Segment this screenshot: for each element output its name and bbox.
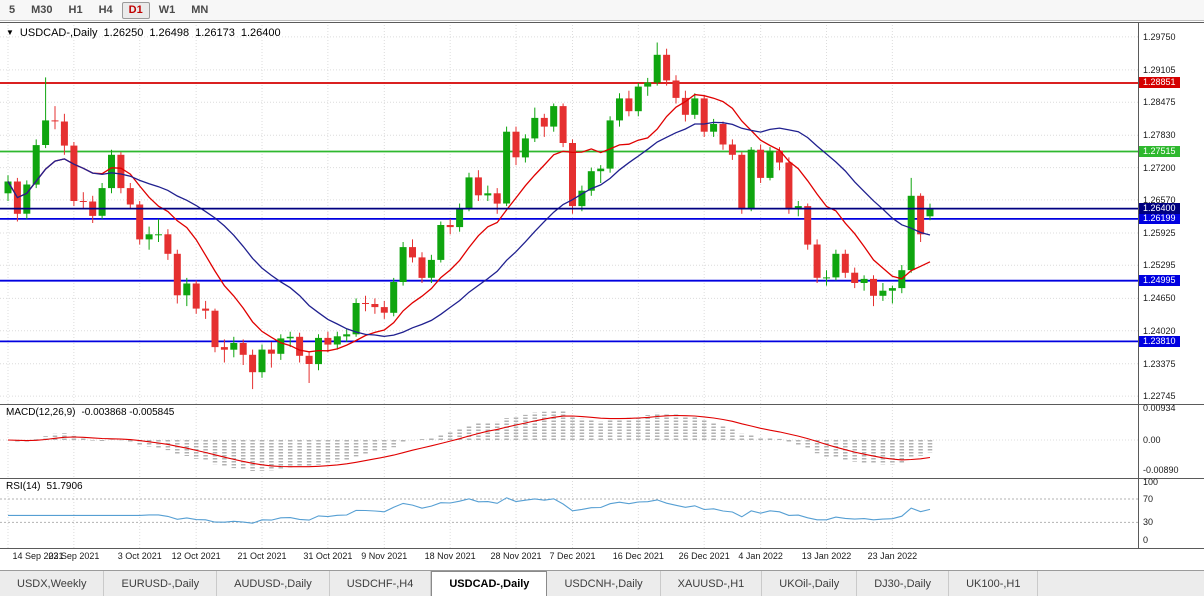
timeframe-button-h4[interactable]: H4: [98, 3, 113, 16]
tab-usdcnh-daily[interactable]: USDCNH-,Daily: [547, 571, 661, 596]
tab-dj30-daily[interactable]: DJ30-,Daily: [857, 571, 950, 596]
price-axis-label: 1.27200: [1143, 162, 1176, 173]
level-price-badge: 1.24995: [1139, 275, 1180, 287]
time-axis-label: 9 Nov 2021: [361, 551, 408, 561]
rsi-panel-canvas[interactable]: [0, 478, 1138, 548]
price-axis-label: 1.29105: [1143, 64, 1176, 75]
time-axis-label: 18 Nov 2021: [424, 551, 476, 561]
time-axis-label: 13 Jan 2022: [801, 551, 852, 561]
macd-separator[interactable]: [0, 404, 1204, 405]
chart-top-border: [0, 22, 1204, 23]
ohlc-low: 1.26173: [195, 27, 235, 39]
rsi-axis-label: 70: [1143, 494, 1154, 505]
level-price-badge: 1.23810: [1139, 335, 1180, 347]
rsi-axis-label: 100: [1143, 476, 1159, 487]
tab-ukoil-daily[interactable]: UKOil-,Daily: [762, 571, 858, 596]
macd-axis-label: -0.00890: [1143, 465, 1179, 476]
ohlc-close: 1.26400: [240, 27, 281, 39]
chart-title: ▼ USDCAD-,Daily 1.26250 1.26498 1.26173 1.264…: [6, 27, 287, 39]
tab-usdcad-daily[interactable]: USDCAD-,Daily: [431, 571, 548, 596]
price-axis-label: 1.24650: [1143, 293, 1176, 304]
time-axis-label: 23 Sep 2021: [48, 551, 100, 561]
price-axis-label: 1.24020: [1143, 325, 1176, 336]
tab-eurusd-daily[interactable]: EURUSD-,Daily: [104, 571, 218, 596]
price-axis-label: 1.22745: [1143, 391, 1176, 402]
ohlc-high: 1.26498: [149, 27, 190, 39]
price-axis-label: 1.29750: [1143, 31, 1176, 42]
time-axis-label: 3 Oct 2021: [117, 551, 162, 561]
time-axis-label: 14 Sep 2021: [12, 551, 64, 561]
rsi-separator[interactable]: [0, 478, 1204, 479]
time-axis-border: [0, 548, 1204, 549]
macd-panel-canvas[interactable]: [0, 404, 1138, 478]
ohlc-open: 1.26250: [103, 27, 144, 39]
tab-audusd-daily[interactable]: AUDUSD-,Daily: [217, 571, 330, 596]
bottom-tabbar: USDX,Weekly EURUSD-,Daily AUDUSD-,Daily USD…: [0, 570, 1204, 596]
time-axis-label: 31 Oct 2021: [303, 551, 353, 561]
time-axis-label: 7 Dec 2021: [549, 551, 596, 561]
level-price-badge: 1.28851: [1139, 77, 1180, 89]
price-axis-label: 1.28475: [1143, 97, 1176, 108]
timeframe-button-m30[interactable]: M30: [31, 3, 53, 16]
timeframe-button-5[interactable]: 5: [9, 3, 16, 16]
tab-usdx-weekly[interactable]: USDX,Weekly: [0, 571, 105, 596]
symbol-dropdown-icon[interactable]: ▼: [6, 28, 14, 37]
time-axis-label: 4 Jan 2022: [738, 551, 783, 561]
tab-xauusd-h1[interactable]: XAUUSD-,H1: [661, 571, 763, 596]
timeframe-button-h1[interactable]: H1: [68, 3, 83, 16]
price-axis-label: 1.25925: [1143, 227, 1176, 238]
price-axis-label: 1.25295: [1143, 260, 1176, 271]
macd-label: MACD(12,26,9) -0.003868 -0.005845: [6, 407, 175, 418]
timeframe-button-d1[interactable]: D1: [121, 1, 150, 19]
rsi-axis-label: 30: [1143, 517, 1154, 528]
rsi-axis-label: 0: [1143, 535, 1149, 545]
price-axis-label: 1.23375: [1143, 358, 1176, 369]
price-axis-label: 1.26570: [1143, 194, 1176, 205]
timeframe-button-mn[interactable]: MN: [191, 3, 209, 16]
macd-axis-label: 0.00934: [1143, 403, 1176, 414]
time-axis-label: 21 Oct 2021: [237, 551, 287, 561]
macd-axis-label: 0.00: [1143, 435, 1161, 445]
time-axis-label: 12 Oct 2021: [171, 551, 221, 561]
current-price-badge: 1.26400: [1139, 203, 1180, 215]
chart-symbol-label: USDCAD-,Daily: [19, 27, 98, 39]
timeframe-toolbar: 5 M30 H1 H4 D1 W1 MN: [0, 0, 1204, 21]
tab-usdchf-h4[interactable]: USDCHF-,H4: [330, 571, 432, 596]
rsi-label: RSI(14) 51.7906: [6, 481, 83, 492]
time-axis-label: 26 Dec 2021: [678, 551, 730, 561]
price-axis-label: 1.27830: [1143, 130, 1176, 141]
tab-uk100-h1[interactable]: UK100-,H1: [949, 571, 1039, 596]
time-axis-label: 28 Nov 2021: [490, 551, 542, 561]
price-axis-border: [1138, 22, 1139, 548]
main-chart-canvas[interactable]: [0, 22, 1138, 404]
time-axis-label: 16 Dec 2021: [612, 551, 664, 561]
level-price-badge: 1.26199: [1139, 213, 1180, 225]
timeframe-button-w1[interactable]: W1: [158, 3, 176, 16]
time-axis-label: 23 Jan 2022: [867, 551, 918, 561]
level-price-badge: 1.27515: [1139, 145, 1180, 157]
